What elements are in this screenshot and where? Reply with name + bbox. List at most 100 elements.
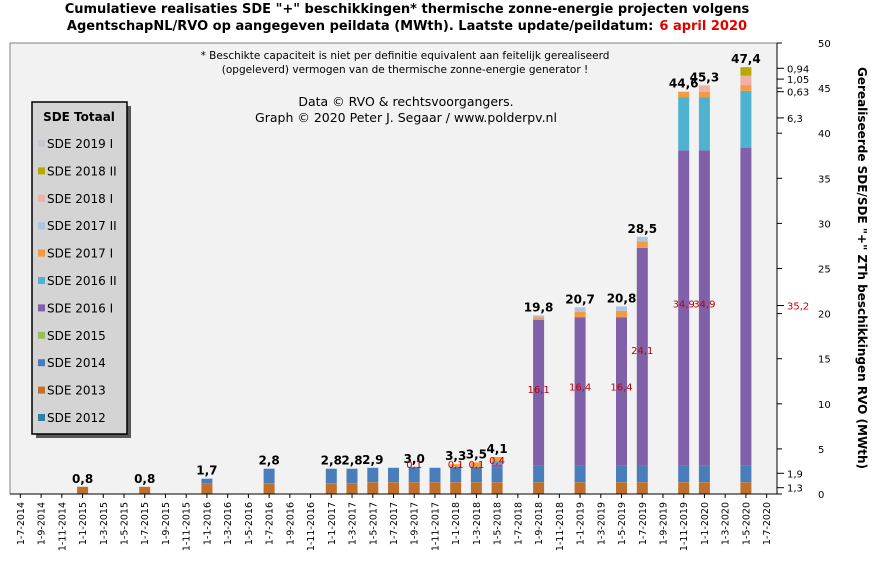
y-tick-label: 45 xyxy=(818,84,831,95)
x-tick-label: 1-7-2018 xyxy=(513,502,524,545)
x-tick-label: 1-3-2020 xyxy=(721,502,732,545)
bar-total-label: 20,7 xyxy=(565,292,595,306)
legend-item-label: SDE 2019 I xyxy=(47,137,113,151)
legend-swatch xyxy=(38,277,45,284)
x-tick-label: 1-11-2014 xyxy=(57,502,68,551)
x-tick-label: 1-11-2017 xyxy=(431,502,442,551)
bar-total-label: 1,7 xyxy=(196,464,217,478)
bar-segment xyxy=(533,465,545,483)
segment-value-label: 0,1 xyxy=(448,460,464,471)
x-tick-label: 1-7-2019 xyxy=(638,502,649,545)
bar-segment xyxy=(408,482,420,494)
bar-segment xyxy=(698,97,710,151)
y-tick-label: 15 xyxy=(818,355,831,366)
x-tick-label: 1-1-2015 xyxy=(78,502,89,545)
x-tick-label: 1-9-2018 xyxy=(534,502,545,545)
bar-segment xyxy=(636,241,648,248)
bar-segment xyxy=(740,90,752,148)
y-tick-label: 40 xyxy=(818,129,831,140)
segment-value-label: 34,9 xyxy=(673,299,695,310)
x-tick-label: 1-1-2018 xyxy=(451,502,462,545)
chart-title-line1: Cumulatieve realisaties SDE "+" beschikk… xyxy=(65,2,750,17)
legend-swatch xyxy=(38,331,45,339)
y-tick-label: 10 xyxy=(818,400,831,411)
right-value-label: 35,2 xyxy=(787,302,809,313)
x-tick-label: 1-9-2015 xyxy=(161,502,172,545)
legend-item-label: SDE 2018 I xyxy=(47,192,113,206)
bar-segment xyxy=(698,85,710,92)
bar-segment xyxy=(678,465,690,483)
bar-segment xyxy=(470,466,482,468)
right-value-label: 1,9 xyxy=(787,469,803,480)
bar-segment xyxy=(470,467,482,483)
bar-total-label: 28,5 xyxy=(627,222,657,236)
source-line2: Graph © 2020 Peter J. Segaar / www.polde… xyxy=(255,110,557,125)
segment-value-label: 16,4 xyxy=(610,382,632,393)
segment-value-label: 0,4 xyxy=(489,456,505,467)
x-tick-label: 1-11-2018 xyxy=(555,502,566,551)
x-tick-label: 1-5-2020 xyxy=(741,502,752,545)
bar-total-label: 45,3 xyxy=(690,70,720,84)
y-tick-label: 5 xyxy=(818,445,824,456)
legend-title: SDE Totaal xyxy=(43,110,115,124)
bar-segment xyxy=(698,91,710,98)
bar-total-label: 0,8 xyxy=(72,472,93,486)
bar-segment xyxy=(408,467,420,483)
bar-segment xyxy=(533,319,545,466)
legend-item-label: SDE 2016 II xyxy=(47,274,117,288)
bar-total-label: 3,5 xyxy=(466,447,487,461)
legend-swatch xyxy=(38,167,45,175)
legend-swatch xyxy=(38,194,45,202)
x-tick-label: 1-5-2016 xyxy=(244,502,255,545)
bar-total-label: 3,0 xyxy=(404,452,425,466)
bar-total-label: 2,8 xyxy=(341,454,362,468)
x-tick-label: 1-9-2019 xyxy=(659,502,670,545)
bar-segment xyxy=(201,478,213,484)
x-tick-label: 1-3-2019 xyxy=(596,502,607,545)
footnote-line1: * Beschikte capaciteit is niet per defin… xyxy=(201,50,610,62)
bar-segment xyxy=(139,486,151,494)
bar-segment xyxy=(450,464,462,467)
bar-segment xyxy=(574,482,586,494)
bar-segment xyxy=(740,75,752,86)
bar-total-label: 2,8 xyxy=(321,454,342,468)
x-tick-label: 1-1-2017 xyxy=(327,502,338,545)
bar-segment xyxy=(740,147,752,466)
legend-swatch xyxy=(38,222,45,230)
bar-segment xyxy=(429,482,441,494)
bar-total-label: 0,8 xyxy=(134,472,155,486)
legend-item-label: SDE 2017 I xyxy=(47,247,113,261)
x-tick-label: 1-3-2018 xyxy=(472,502,483,545)
x-tick-label: 1-7-2015 xyxy=(140,502,151,545)
bar-segment xyxy=(470,482,482,494)
x-tick-label: 1-5-2015 xyxy=(120,502,131,545)
x-tick-label: 1-11-2016 xyxy=(306,502,317,551)
bar-segment xyxy=(636,247,648,466)
bar-segment xyxy=(470,462,482,467)
y-tick-label: 35 xyxy=(818,174,831,185)
bar-segment xyxy=(616,482,627,494)
bar-segment xyxy=(678,91,690,98)
source-line1: Data © RVO & rechtsvoorgangers. xyxy=(298,94,513,109)
segment-value-label: 0,1 xyxy=(468,460,484,471)
legend-item-label: SDE 2013 xyxy=(47,384,106,398)
chart-title-line2: AgentschapNL/RVO op aangegeven peildata … xyxy=(67,19,747,34)
bar-total-label: 44,6 xyxy=(669,77,699,91)
bar-segment xyxy=(616,310,627,318)
bar-segment xyxy=(574,311,586,318)
legend-item-label: SDE 2014 xyxy=(47,356,106,370)
labels-group: 0,8 0,81,72,8 2,8 2,8 2,9 3,0 3,3 3,5 4,119,820,… xyxy=(72,52,809,495)
bar-segment xyxy=(678,482,690,494)
bar-segment xyxy=(77,486,89,494)
x-tick-label: 1-7-2020 xyxy=(762,502,773,545)
segment-value-label: 16,4 xyxy=(569,382,591,393)
bar-total-label: 2,8 xyxy=(258,454,279,468)
chart-title-date: 6 april 2020 xyxy=(659,19,747,34)
bar-segment xyxy=(740,482,752,494)
bar-segment xyxy=(346,468,358,484)
bar-segment xyxy=(450,482,462,494)
legend-swatch xyxy=(38,359,45,367)
axes-group: 0 5 10 15 20 25 30 35 40 45 50 1-7-2014 1-9-2014 1-11… xyxy=(10,39,831,551)
segment-value-label: 24,1 xyxy=(631,346,653,357)
plot-area xyxy=(9,42,778,495)
